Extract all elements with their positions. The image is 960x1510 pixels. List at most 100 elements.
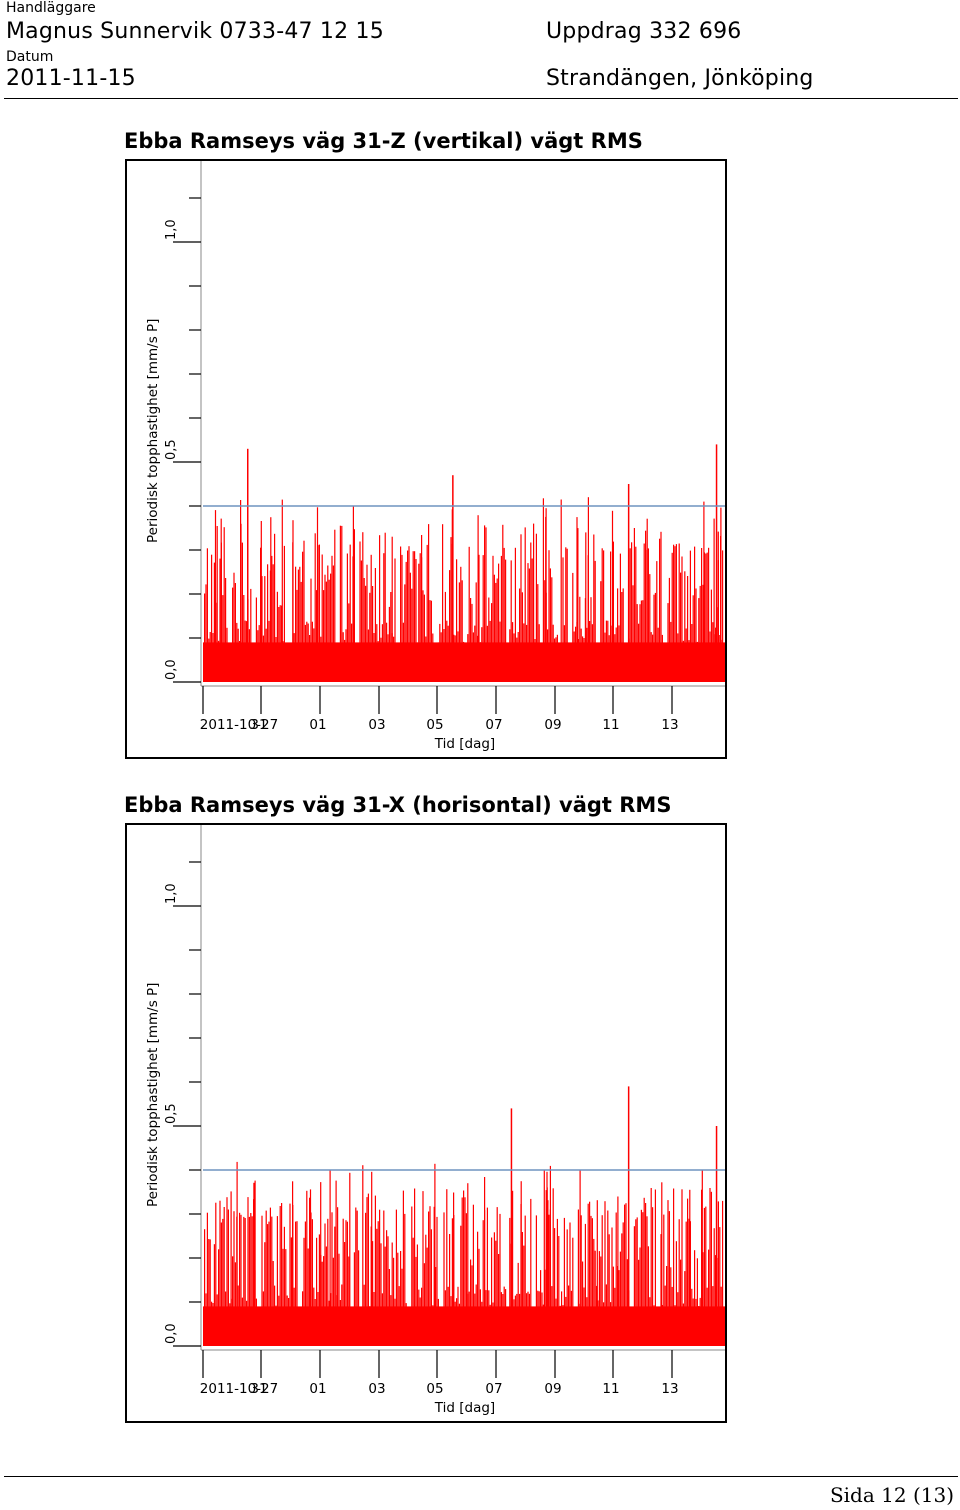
data-bar	[345, 1220, 347, 1346]
data-bar	[556, 634, 558, 682]
data-bar	[461, 580, 463, 682]
data-bar	[682, 640, 684, 682]
data-bar	[484, 525, 486, 682]
data-bar	[220, 518, 222, 682]
data-bar	[603, 1302, 605, 1346]
data-bar	[276, 1216, 278, 1346]
data-bar	[512, 622, 514, 682]
data-bar	[261, 1215, 263, 1346]
data-bar	[460, 566, 462, 682]
data-bar	[708, 547, 710, 682]
data-bar	[554, 1228, 556, 1346]
data-bar	[367, 1193, 369, 1346]
data-bar	[362, 1165, 364, 1346]
data-bar	[373, 1292, 375, 1346]
data-bar	[222, 595, 224, 682]
data-bar	[341, 1284, 343, 1346]
data-bar	[349, 1172, 351, 1346]
data-bar	[405, 1303, 407, 1346]
data-bar	[558, 1236, 560, 1346]
data-bar	[422, 1191, 424, 1346]
data-bar	[309, 635, 311, 682]
data-bar	[408, 546, 410, 682]
data-bar	[547, 629, 549, 682]
data-bar	[699, 1297, 701, 1346]
data-bar	[677, 1292, 679, 1346]
data-bar	[265, 628, 267, 682]
data-bar	[313, 1287, 315, 1346]
data-bar	[498, 1254, 500, 1346]
data-bar	[640, 1209, 642, 1346]
data-bar	[530, 542, 532, 682]
data-bar	[688, 640, 690, 682]
data-bar	[296, 589, 298, 682]
data-bar	[244, 620, 246, 682]
chart-vertical: 0,0 0,5 1,0 Periodisk topphastighet [mm/s P…	[125, 159, 727, 759]
date-value: 2011-11-15	[6, 66, 136, 91]
x-tick-label: 07	[485, 1381, 502, 1397]
data-bar	[538, 1291, 540, 1346]
data-bar	[323, 590, 325, 682]
data-bar	[384, 532, 386, 682]
data-bar	[402, 1190, 404, 1346]
data-bar	[684, 571, 686, 682]
data-bar	[706, 552, 708, 682]
data-bar	[678, 543, 680, 682]
data-bar	[295, 566, 297, 682]
data-bar	[327, 565, 329, 682]
data-bar	[608, 635, 610, 682]
data-bar	[593, 1238, 595, 1346]
data-bar	[274, 533, 276, 682]
data-bar	[607, 620, 609, 682]
data-bar	[577, 528, 579, 682]
data-bar	[563, 625, 565, 682]
data-bar	[251, 1216, 253, 1346]
data-bar	[262, 635, 264, 682]
x-tick-label: 11	[602, 717, 619, 733]
data-bar	[223, 1207, 225, 1346]
data-bar	[327, 1218, 329, 1346]
data-bar	[365, 1212, 367, 1346]
data-bar	[569, 1222, 571, 1346]
data-bar	[546, 1171, 548, 1346]
data-bar	[429, 1206, 431, 1346]
data-bar	[660, 1234, 662, 1346]
data-bar	[446, 620, 448, 682]
data-bar	[661, 634, 663, 682]
y-tick-label: 0,0	[164, 1323, 179, 1344]
data-bar	[691, 1288, 693, 1346]
data-bar	[299, 566, 301, 682]
data-bar	[474, 1293, 476, 1346]
data-bar	[311, 1219, 313, 1346]
data-bar	[239, 1212, 241, 1346]
data-bar	[479, 642, 481, 682]
data-bar	[647, 548, 649, 682]
data-bar	[635, 1219, 637, 1346]
data-bar	[491, 603, 493, 682]
data-bar	[702, 1252, 704, 1346]
data-bar	[502, 1294, 504, 1346]
data-bar	[281, 499, 283, 682]
data-bar	[548, 1214, 550, 1346]
data-bar	[271, 1216, 273, 1346]
data-bar	[372, 586, 374, 682]
data-bar	[654, 592, 656, 682]
data-bar	[685, 1221, 687, 1346]
data-bar	[687, 1198, 689, 1346]
data-bar	[208, 1239, 210, 1346]
data-bar	[685, 628, 687, 682]
header-divider	[4, 98, 958, 99]
data-bar	[444, 1290, 446, 1346]
data-bar	[551, 1286, 553, 1346]
data-bar	[215, 1202, 217, 1346]
data-bar	[542, 1304, 544, 1346]
data-bar	[212, 633, 214, 682]
data-bar	[236, 622, 238, 682]
data-bar	[512, 1190, 514, 1346]
data-bar	[320, 1182, 322, 1346]
data-bar	[594, 1250, 596, 1346]
location: Strandängen, Jönköping	[546, 66, 814, 91]
data-bar	[673, 1188, 675, 1346]
data-bar	[229, 1303, 231, 1346]
data-bar	[416, 642, 418, 682]
